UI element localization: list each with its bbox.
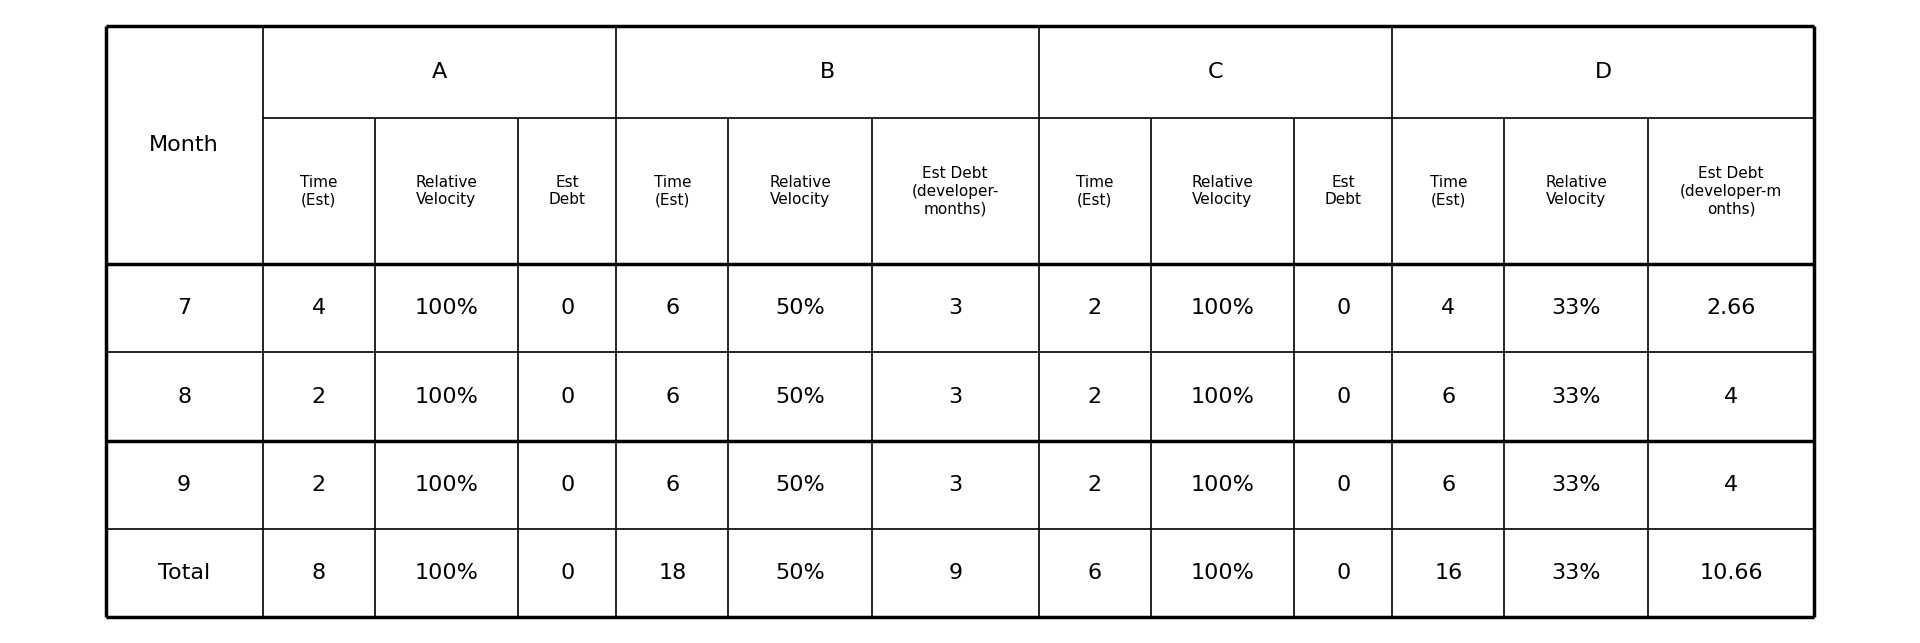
Text: Relative
Velocity: Relative Velocity — [770, 175, 831, 208]
Text: Relative
Velocity: Relative Velocity — [1546, 175, 1607, 208]
Text: 10.66: 10.66 — [1699, 563, 1763, 583]
Text: 2: 2 — [1087, 386, 1102, 406]
Text: 100%: 100% — [415, 298, 478, 318]
Text: Total: Total — [157, 563, 211, 583]
Text: 50%: 50% — [776, 386, 826, 406]
Text: 100%: 100% — [1190, 563, 1254, 583]
Text: 33%: 33% — [1551, 298, 1601, 318]
Text: 3: 3 — [948, 386, 962, 406]
Text: C: C — [1208, 62, 1223, 82]
Text: 8: 8 — [177, 386, 192, 406]
Text: 100%: 100% — [1190, 475, 1254, 495]
Text: 0: 0 — [561, 386, 574, 406]
Text: 6: 6 — [1442, 475, 1455, 495]
Text: 16: 16 — [1434, 563, 1463, 583]
Text: Time
(Est): Time (Est) — [1075, 175, 1114, 208]
Text: 4: 4 — [1724, 386, 1738, 406]
Text: 6: 6 — [1087, 563, 1102, 583]
Text: 2: 2 — [1087, 298, 1102, 318]
Text: 8: 8 — [311, 563, 326, 583]
Text: Est Debt
(developer-
months): Est Debt (developer- months) — [912, 167, 998, 216]
Text: 33%: 33% — [1551, 386, 1601, 406]
Text: 3: 3 — [948, 298, 962, 318]
Text: 2: 2 — [1087, 475, 1102, 495]
Text: 50%: 50% — [776, 298, 826, 318]
Text: 4: 4 — [1724, 475, 1738, 495]
Text: 50%: 50% — [776, 475, 826, 495]
Text: 4: 4 — [311, 298, 326, 318]
Text: Est Debt
(developer-m
onths): Est Debt (developer-m onths) — [1680, 167, 1782, 216]
Text: A: A — [432, 62, 447, 82]
Text: 100%: 100% — [1190, 298, 1254, 318]
Text: 0: 0 — [1336, 563, 1350, 583]
Text: Est
Debt: Est Debt — [1325, 175, 1361, 208]
Text: 100%: 100% — [1190, 386, 1254, 406]
Text: 9: 9 — [948, 563, 962, 583]
Text: B: B — [820, 62, 835, 82]
Text: 9: 9 — [177, 475, 192, 495]
Text: 100%: 100% — [415, 475, 478, 495]
Text: 0: 0 — [561, 563, 574, 583]
Text: 100%: 100% — [415, 563, 478, 583]
Text: 7: 7 — [177, 298, 192, 318]
Text: 33%: 33% — [1551, 563, 1601, 583]
Text: 50%: 50% — [776, 563, 826, 583]
Text: D: D — [1596, 62, 1613, 82]
Text: Est
Debt: Est Debt — [549, 175, 586, 208]
Text: 3: 3 — [948, 475, 962, 495]
Text: 33%: 33% — [1551, 475, 1601, 495]
Text: 6: 6 — [666, 298, 680, 318]
Text: 4: 4 — [1442, 298, 1455, 318]
Text: Relative
Velocity: Relative Velocity — [1190, 175, 1254, 208]
Text: 6: 6 — [666, 475, 680, 495]
Text: Time
(Est): Time (Est) — [300, 175, 338, 208]
Text: Relative
Velocity: Relative Velocity — [415, 175, 478, 208]
Text: 2: 2 — [311, 475, 326, 495]
Text: 0: 0 — [1336, 386, 1350, 406]
Text: Time
(Est): Time (Est) — [1430, 175, 1467, 208]
Text: 2.66: 2.66 — [1707, 298, 1755, 318]
Text: 2: 2 — [311, 386, 326, 406]
Text: Month: Month — [150, 135, 219, 155]
Text: 100%: 100% — [415, 386, 478, 406]
Text: 18: 18 — [659, 563, 687, 583]
Text: 0: 0 — [561, 475, 574, 495]
Text: Time
(Est): Time (Est) — [653, 175, 691, 208]
Text: 0: 0 — [561, 298, 574, 318]
Text: 0: 0 — [1336, 475, 1350, 495]
Text: 0: 0 — [1336, 298, 1350, 318]
Text: 6: 6 — [1442, 386, 1455, 406]
Text: 6: 6 — [666, 386, 680, 406]
